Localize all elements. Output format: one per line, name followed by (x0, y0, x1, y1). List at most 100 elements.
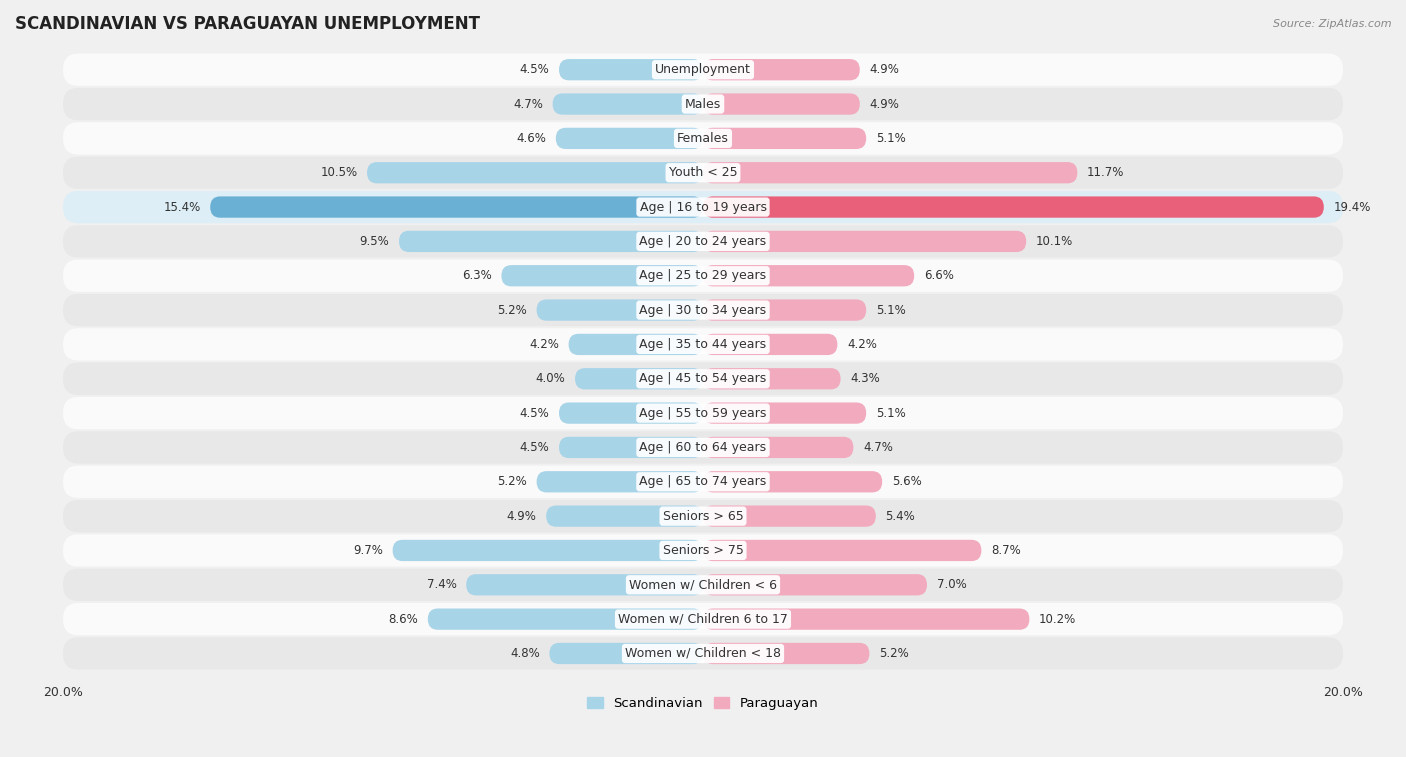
FancyBboxPatch shape (63, 329, 1343, 360)
Text: 8.6%: 8.6% (388, 612, 418, 625)
Text: Females: Females (678, 132, 728, 145)
Text: 4.9%: 4.9% (869, 98, 900, 111)
Text: Age | 35 to 44 years: Age | 35 to 44 years (640, 338, 766, 351)
FancyBboxPatch shape (63, 54, 1343, 86)
FancyBboxPatch shape (703, 609, 1029, 630)
FancyBboxPatch shape (703, 471, 882, 492)
FancyBboxPatch shape (546, 506, 703, 527)
Text: Women w/ Children < 18: Women w/ Children < 18 (626, 647, 780, 660)
FancyBboxPatch shape (703, 265, 914, 286)
Text: Women w/ Children < 6: Women w/ Children < 6 (628, 578, 778, 591)
Text: Age | 65 to 74 years: Age | 65 to 74 years (640, 475, 766, 488)
FancyBboxPatch shape (63, 603, 1343, 635)
FancyBboxPatch shape (427, 609, 703, 630)
Text: 4.5%: 4.5% (520, 407, 550, 419)
FancyBboxPatch shape (703, 437, 853, 458)
FancyBboxPatch shape (703, 368, 841, 389)
Text: 5.1%: 5.1% (876, 304, 905, 316)
FancyBboxPatch shape (63, 157, 1343, 188)
Text: 5.4%: 5.4% (886, 509, 915, 522)
FancyBboxPatch shape (63, 466, 1343, 498)
Text: 19.4%: 19.4% (1333, 201, 1371, 213)
Text: 5.6%: 5.6% (891, 475, 921, 488)
Text: 4.0%: 4.0% (536, 372, 565, 385)
FancyBboxPatch shape (63, 500, 1343, 532)
FancyBboxPatch shape (392, 540, 703, 561)
FancyBboxPatch shape (467, 574, 703, 596)
FancyBboxPatch shape (502, 265, 703, 286)
FancyBboxPatch shape (550, 643, 703, 664)
Text: 8.7%: 8.7% (991, 544, 1021, 557)
FancyBboxPatch shape (703, 403, 866, 424)
FancyBboxPatch shape (63, 637, 1343, 670)
Text: 4.5%: 4.5% (520, 63, 550, 76)
FancyBboxPatch shape (63, 294, 1343, 326)
FancyBboxPatch shape (703, 540, 981, 561)
FancyBboxPatch shape (63, 363, 1343, 395)
FancyBboxPatch shape (703, 196, 1324, 218)
Text: 4.2%: 4.2% (846, 338, 877, 351)
FancyBboxPatch shape (555, 128, 703, 149)
Text: 10.1%: 10.1% (1036, 235, 1073, 248)
FancyBboxPatch shape (560, 403, 703, 424)
Text: 4.7%: 4.7% (513, 98, 543, 111)
Text: 5.2%: 5.2% (498, 475, 527, 488)
Text: 5.2%: 5.2% (879, 647, 908, 660)
FancyBboxPatch shape (537, 300, 703, 321)
Text: 4.8%: 4.8% (510, 647, 540, 660)
Text: 4.7%: 4.7% (863, 441, 893, 454)
FancyBboxPatch shape (703, 231, 1026, 252)
Text: 15.4%: 15.4% (163, 201, 201, 213)
Text: Seniors > 75: Seniors > 75 (662, 544, 744, 557)
FancyBboxPatch shape (575, 368, 703, 389)
FancyBboxPatch shape (703, 128, 866, 149)
FancyBboxPatch shape (63, 191, 1343, 223)
Text: 4.3%: 4.3% (851, 372, 880, 385)
FancyBboxPatch shape (537, 471, 703, 492)
Text: Age | 30 to 34 years: Age | 30 to 34 years (640, 304, 766, 316)
Text: 7.4%: 7.4% (427, 578, 457, 591)
Text: Youth < 25: Youth < 25 (669, 167, 737, 179)
FancyBboxPatch shape (63, 88, 1343, 120)
FancyBboxPatch shape (560, 59, 703, 80)
Text: Women w/ Children 6 to 17: Women w/ Children 6 to 17 (619, 612, 787, 625)
FancyBboxPatch shape (703, 162, 1077, 183)
Text: 6.6%: 6.6% (924, 269, 953, 282)
Text: 9.7%: 9.7% (353, 544, 382, 557)
FancyBboxPatch shape (703, 334, 838, 355)
Text: Age | 55 to 59 years: Age | 55 to 59 years (640, 407, 766, 419)
Text: Age | 60 to 64 years: Age | 60 to 64 years (640, 441, 766, 454)
Text: 7.0%: 7.0% (936, 578, 966, 591)
FancyBboxPatch shape (63, 260, 1343, 292)
Text: 11.7%: 11.7% (1087, 167, 1125, 179)
Text: 10.2%: 10.2% (1039, 612, 1076, 625)
Text: 5.1%: 5.1% (876, 132, 905, 145)
FancyBboxPatch shape (703, 93, 860, 115)
FancyBboxPatch shape (703, 574, 927, 596)
Text: Unemployment: Unemployment (655, 63, 751, 76)
Text: 4.9%: 4.9% (869, 63, 900, 76)
Text: Age | 16 to 19 years: Age | 16 to 19 years (640, 201, 766, 213)
Legend: Scandinavian, Paraguayan: Scandinavian, Paraguayan (582, 692, 824, 715)
FancyBboxPatch shape (703, 506, 876, 527)
Text: Seniors > 65: Seniors > 65 (662, 509, 744, 522)
FancyBboxPatch shape (703, 59, 860, 80)
FancyBboxPatch shape (568, 334, 703, 355)
FancyBboxPatch shape (399, 231, 703, 252)
FancyBboxPatch shape (703, 643, 869, 664)
FancyBboxPatch shape (560, 437, 703, 458)
Text: 6.3%: 6.3% (463, 269, 492, 282)
Text: Age | 45 to 54 years: Age | 45 to 54 years (640, 372, 766, 385)
FancyBboxPatch shape (63, 431, 1343, 463)
Text: 4.6%: 4.6% (516, 132, 546, 145)
Text: Source: ZipAtlas.com: Source: ZipAtlas.com (1274, 19, 1392, 29)
FancyBboxPatch shape (367, 162, 703, 183)
FancyBboxPatch shape (63, 534, 1343, 566)
Text: Age | 25 to 29 years: Age | 25 to 29 years (640, 269, 766, 282)
FancyBboxPatch shape (211, 196, 703, 218)
FancyBboxPatch shape (63, 122, 1343, 154)
FancyBboxPatch shape (63, 569, 1343, 601)
FancyBboxPatch shape (703, 300, 866, 321)
Text: 4.2%: 4.2% (529, 338, 560, 351)
Text: SCANDINAVIAN VS PARAGUAYAN UNEMPLOYMENT: SCANDINAVIAN VS PARAGUAYAN UNEMPLOYMENT (15, 15, 479, 33)
